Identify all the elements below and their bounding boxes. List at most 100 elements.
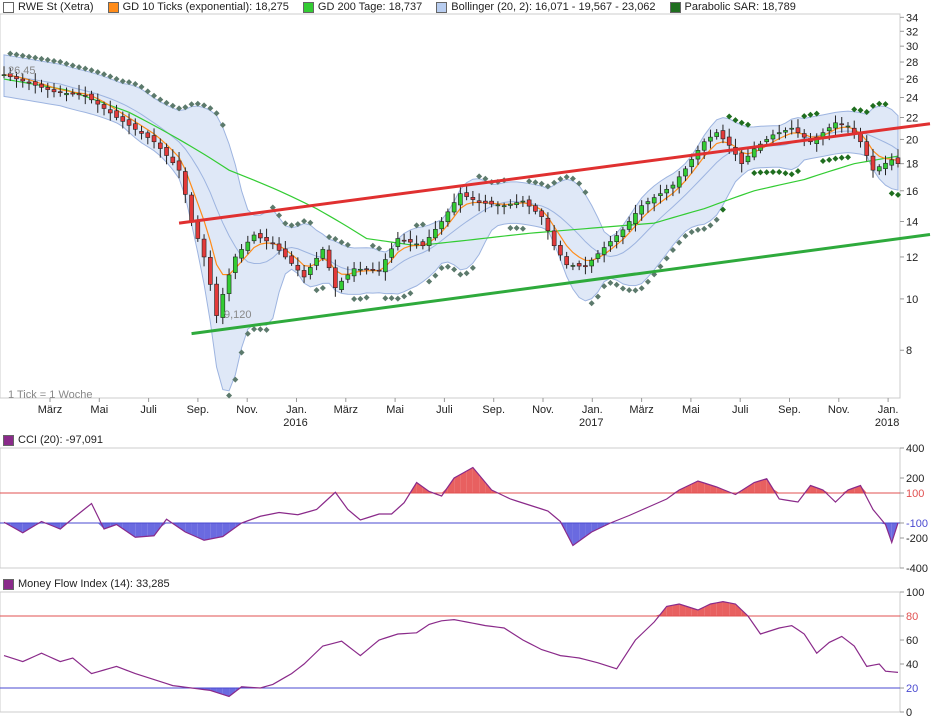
candle-body — [689, 159, 694, 168]
candle-body — [170, 156, 176, 164]
sar-point — [601, 283, 608, 290]
price-ytick-label: 14 — [906, 216, 918, 228]
price-candle — [670, 181, 676, 197]
sar-point — [507, 225, 514, 232]
sar-point — [169, 102, 176, 109]
price-candle — [433, 220, 438, 241]
candle-body — [533, 205, 538, 212]
price-ytick-label: 18 — [906, 159, 918, 171]
candle-body — [495, 204, 501, 207]
cci-ytick-label: -200 — [906, 533, 928, 545]
price-candle — [214, 276, 219, 324]
sar-point — [826, 156, 833, 163]
price-candle — [295, 257, 301, 277]
price-candle — [283, 240, 288, 260]
sar-point — [201, 102, 208, 109]
price-candle — [320, 246, 326, 262]
x-month-label: März — [629, 404, 653, 416]
sar-point — [469, 264, 476, 271]
sar-point — [94, 69, 101, 76]
candle-body — [326, 249, 332, 269]
candle-body — [501, 205, 507, 208]
price-candle — [351, 262, 357, 282]
price-candle — [483, 194, 488, 213]
price-candle — [314, 251, 319, 271]
price-candle — [676, 170, 682, 194]
candle-body — [789, 127, 795, 130]
price-candle — [783, 127, 788, 139]
candle-body — [614, 235, 619, 243]
cci-oversold-fill — [35, 523, 42, 526]
price-candle — [364, 265, 369, 275]
candle-body — [858, 133, 863, 143]
x-month-label: März — [38, 404, 62, 416]
x-month-label: Mai — [90, 404, 108, 416]
candle-body — [645, 201, 651, 205]
cci-ytick-label: 400 — [906, 443, 924, 455]
x-month-label: Nov. — [532, 404, 554, 416]
candle-body — [770, 134, 776, 140]
cci-overbought-fill — [454, 474, 461, 493]
candle-body — [351, 268, 357, 277]
price-candle — [264, 228, 269, 250]
price-candle — [270, 236, 276, 250]
legend-label: Bollinger (20, 2): 16,071 - 19,567 - 23,… — [451, 1, 656, 13]
sar-point — [326, 233, 333, 240]
sar-point — [138, 83, 145, 90]
candle-body — [183, 171, 188, 195]
sar-point — [663, 255, 670, 262]
candle-body — [251, 234, 257, 242]
candle-body — [76, 93, 82, 96]
candle-body — [714, 132, 719, 137]
price-candle — [301, 264, 307, 283]
candle-body — [208, 257, 213, 285]
candle-body — [345, 274, 351, 280]
candle-body — [483, 200, 488, 204]
price-ytick-label: 24 — [906, 92, 918, 104]
price-candle — [870, 148, 876, 178]
price-candle — [614, 230, 619, 249]
candle-body — [333, 267, 338, 288]
sar-point — [432, 272, 439, 279]
candle-body — [420, 241, 426, 247]
price-candle — [414, 235, 419, 249]
mfi-overbought-fill — [704, 604, 711, 616]
sar-point — [88, 67, 95, 74]
price-candle — [776, 124, 782, 140]
candle-body — [276, 243, 282, 251]
candle-body — [82, 94, 88, 97]
price-candle — [345, 266, 351, 284]
price-candle — [664, 184, 669, 201]
price-candle — [245, 235, 251, 255]
candle-body — [839, 123, 845, 126]
price-candle — [233, 253, 238, 280]
cci-oversold-fill — [597, 523, 605, 529]
candle-body — [270, 242, 276, 245]
legend-swatch — [436, 1, 448, 13]
price-candle — [145, 130, 151, 145]
candle-body — [889, 159, 895, 166]
candle-body — [139, 131, 144, 134]
cci-panel-frame — [0, 447, 901, 569]
price-candle — [495, 201, 501, 215]
cci-oversold-fill — [210, 523, 217, 539]
candle-body — [664, 189, 669, 194]
candle-body — [408, 239, 413, 243]
price-candle — [595, 250, 601, 263]
price-candle — [626, 216, 632, 232]
candle-body — [214, 283, 219, 316]
cci-oversold-fill — [135, 523, 142, 538]
price-candle — [839, 116, 845, 133]
price-candle — [183, 167, 188, 204]
sar-point — [713, 216, 720, 223]
cci-ytick-label: 100 — [906, 488, 924, 500]
price-candle — [745, 147, 751, 165]
price-ytick-label: 22 — [906, 113, 918, 125]
candle-body — [439, 221, 444, 230]
sar-point — [438, 265, 445, 272]
sar-point — [844, 154, 851, 161]
cci-oversold-fill — [572, 523, 580, 546]
cci-oversold-fill — [197, 523, 205, 541]
cci-ytick-label: -400 — [906, 563, 928, 575]
